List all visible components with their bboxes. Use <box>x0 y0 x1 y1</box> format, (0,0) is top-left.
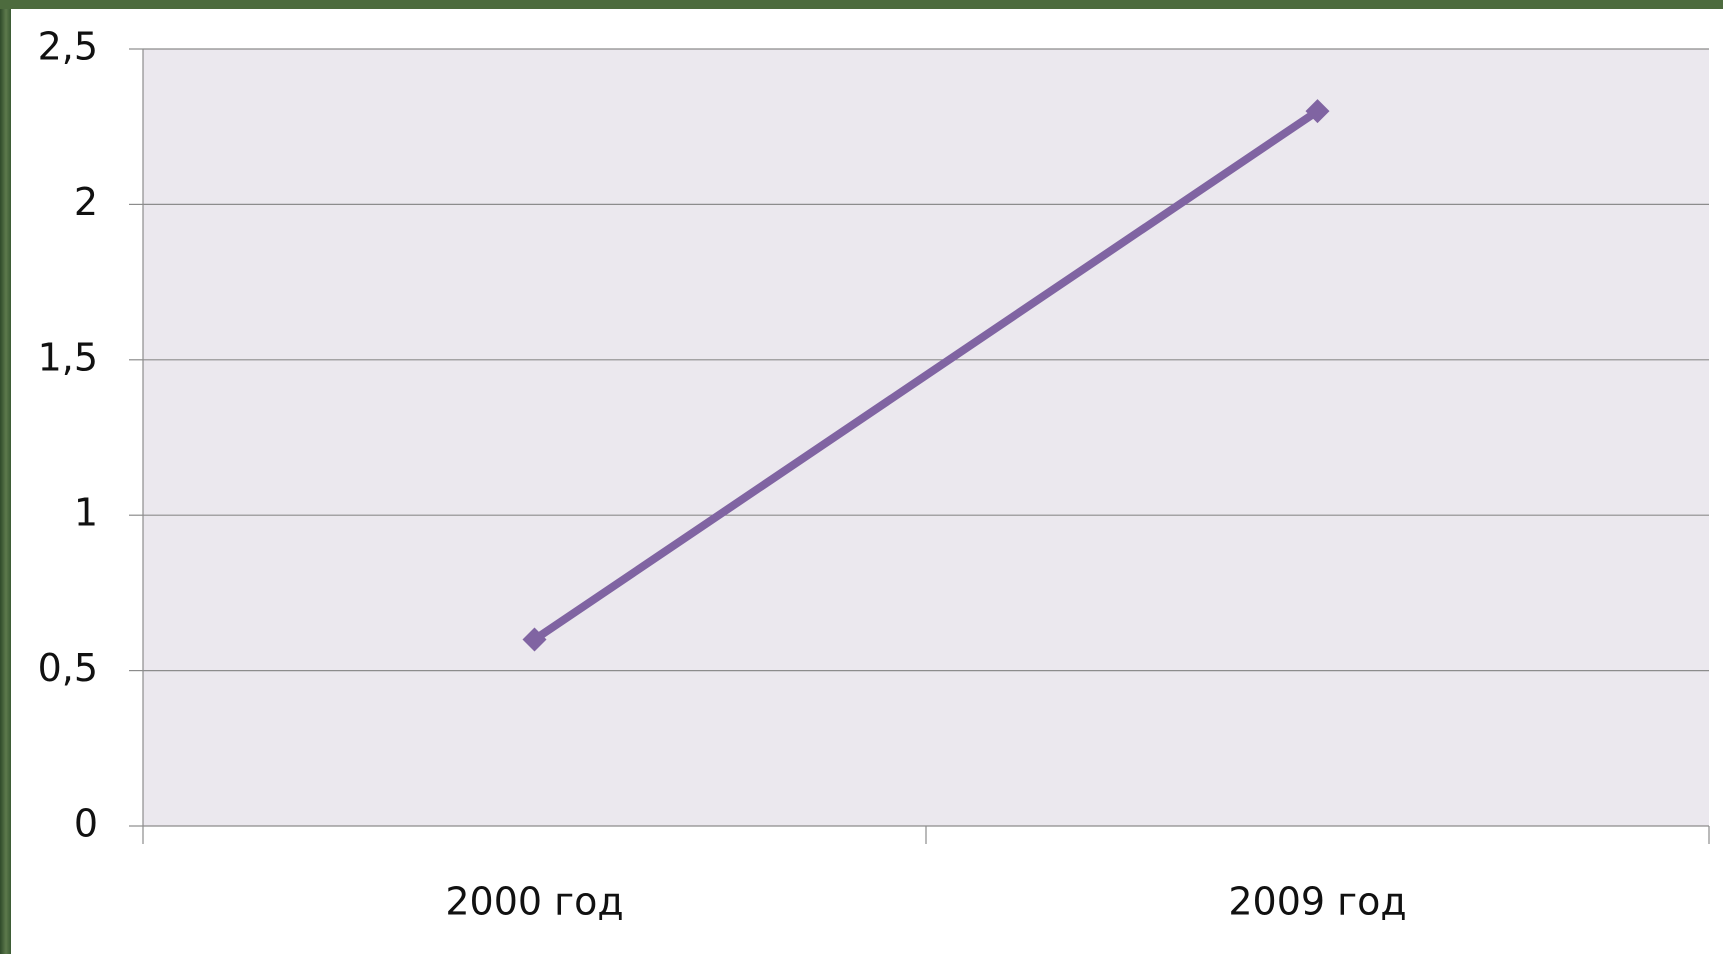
plot-area <box>143 49 1709 826</box>
background-strip <box>0 0 1723 9</box>
data-point <box>1305 99 1330 124</box>
series-line <box>530 107 1322 644</box>
x-tick-label: 2000 год <box>445 880 623 924</box>
y-tick-label: 1,5 <box>38 335 98 379</box>
y-tick-label: 1 <box>74 491 98 535</box>
y-tick-label: 0 <box>74 802 98 846</box>
y-tick-label: 0,5 <box>38 646 98 690</box>
y-tick-label: 2,5 <box>38 25 98 69</box>
x-tick-label: 2009 год <box>1228 880 1406 924</box>
data-point <box>522 627 547 652</box>
y-tick-label: 2 <box>74 180 98 224</box>
